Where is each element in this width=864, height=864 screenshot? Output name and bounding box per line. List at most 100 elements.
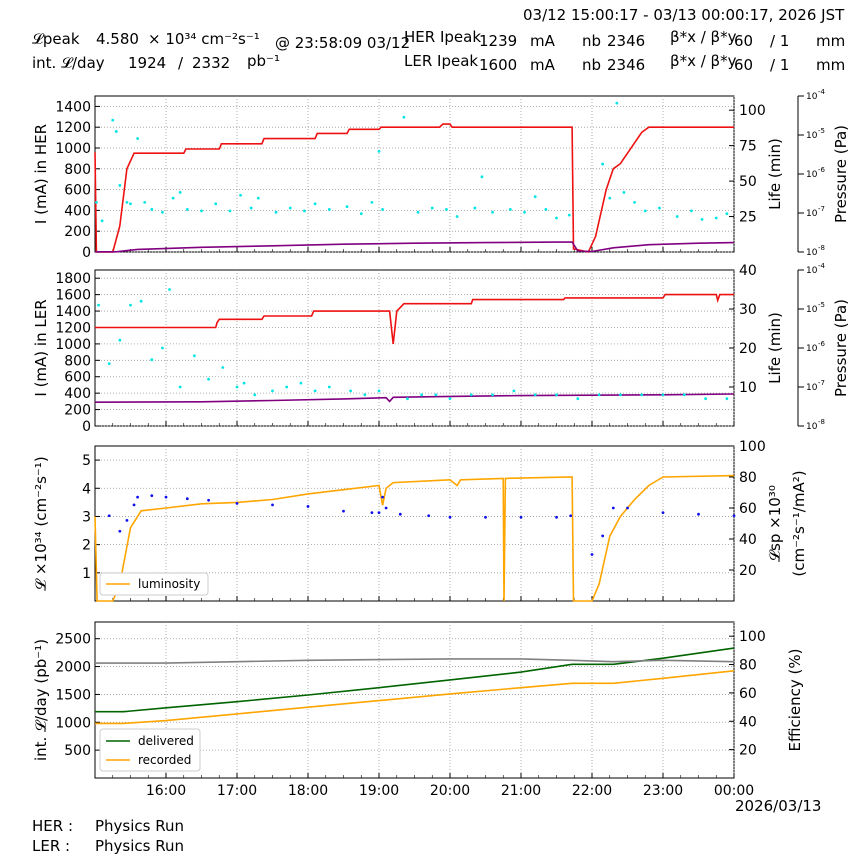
y-axis-label: I (mA) in LER xyxy=(32,299,50,396)
life-point xyxy=(129,303,132,307)
life-point xyxy=(239,193,242,197)
y-tick-label: 500 xyxy=(64,743,91,759)
life-point xyxy=(359,212,363,216)
life-point xyxy=(445,208,448,211)
life-point xyxy=(633,200,636,204)
specific-point xyxy=(601,534,605,538)
specific-point xyxy=(661,511,665,515)
her-nb: 2346 xyxy=(607,32,646,50)
y-right-axis-label-unit: (cm⁻²s⁻¹/mA²) xyxy=(790,470,808,576)
ler-nb-label: nb xyxy=(582,56,602,74)
specific-point xyxy=(611,506,615,510)
specific-point xyxy=(132,503,136,507)
specific-point xyxy=(342,509,345,513)
life-point xyxy=(544,208,548,211)
y-axis-label: int. 𝓛/day (pb⁻¹) xyxy=(32,639,50,761)
life-point xyxy=(178,385,182,389)
x-tick-label: 22:00 xyxy=(572,783,612,799)
specific-point xyxy=(519,515,523,519)
pressure-tick-label: 10 xyxy=(806,248,818,258)
x-tick-label: 20:00 xyxy=(430,783,470,799)
time-range: 03/12 15:00:17 - 03/13 00:00:17, 2026 JS… xyxy=(523,6,845,24)
life-point xyxy=(228,209,232,213)
pressure-tick-exp: -6 xyxy=(818,166,826,174)
y-tick-label: 2500 xyxy=(55,632,91,648)
specific-point xyxy=(136,495,140,499)
life-point xyxy=(271,389,274,393)
peak-lum-time: @ 23:58:09 03/12 xyxy=(275,34,411,52)
y-right-tick-label: 40 xyxy=(739,532,757,548)
life-point xyxy=(491,393,494,397)
life-point xyxy=(118,183,122,187)
specific-point xyxy=(271,503,274,507)
y-right-tick-label: 100 xyxy=(739,103,766,119)
x-tick-label: 19:00 xyxy=(359,783,399,799)
ler-status: Physics Run xyxy=(95,837,185,855)
pressure-tick-label: 10 xyxy=(806,170,818,180)
y-tick-label: 600 xyxy=(64,370,91,386)
life-point xyxy=(349,389,352,393)
life-point xyxy=(363,393,367,397)
y-tick-label: 3 xyxy=(82,509,91,525)
life-point xyxy=(381,208,384,211)
life-point xyxy=(242,381,246,385)
pressure-tick-label: 10 xyxy=(806,131,818,141)
pressure-tick-exp: -7 xyxy=(818,379,825,387)
footer-date: 2026/03/13 xyxy=(735,797,822,815)
y-right-tick-label: 80 xyxy=(739,658,757,674)
pressure-tick-exp: -8 xyxy=(818,418,825,426)
y-right-tick-label: 30 xyxy=(739,302,757,318)
pressure-tick-label: 10 xyxy=(806,209,818,219)
y-axis-label: I (mA) in HER xyxy=(32,124,50,224)
life-point xyxy=(200,209,203,213)
y-tick-label: 1600 xyxy=(55,288,91,304)
life-point xyxy=(622,191,626,194)
life-point xyxy=(150,358,154,362)
life-point xyxy=(253,393,257,397)
life-point xyxy=(274,210,278,214)
specific-point xyxy=(427,514,431,518)
pressure-tick-exp: -4 xyxy=(818,262,826,270)
y-right-axis-label: Life (min) xyxy=(766,312,784,384)
y-axis-label: 𝓛 ×10³⁴ (cm⁻²s⁻¹) xyxy=(32,456,50,590)
life-point xyxy=(615,101,619,105)
ler-beta-label: β*x / β*y xyxy=(670,52,737,70)
specific-point xyxy=(732,514,736,518)
series-recorded-line xyxy=(95,670,735,725)
specific-point xyxy=(118,529,122,533)
her-beta-unit: mm xyxy=(816,32,846,50)
life-point xyxy=(402,115,406,119)
specific-point xyxy=(384,506,388,510)
legend-label-recorded: recorded xyxy=(138,753,191,767)
y-right-axis-label: Life (min) xyxy=(766,138,784,210)
series-pressure-line xyxy=(94,393,735,403)
legend-box xyxy=(99,572,209,596)
life-point xyxy=(640,393,644,397)
x-tick-label: 17:00 xyxy=(217,783,257,799)
life-point xyxy=(416,210,420,214)
y-tick-label: 5 xyxy=(82,453,91,469)
life-point xyxy=(299,381,303,385)
life-point xyxy=(725,212,729,216)
ler-beta-x: 60 xyxy=(734,56,754,74)
specific-point xyxy=(207,498,211,502)
y-right-tick-label: 25 xyxy=(739,210,757,226)
life-point xyxy=(171,196,175,200)
life-point xyxy=(168,288,171,291)
ler-beta-y: / 1 xyxy=(770,56,790,74)
life-point xyxy=(345,205,349,209)
life-point xyxy=(714,216,718,220)
y-tick-label: 400 xyxy=(64,386,91,402)
int-lum-sep: / xyxy=(178,54,184,72)
x-tick-label: 23:00 xyxy=(643,783,683,799)
life-point xyxy=(555,393,558,397)
life-point xyxy=(567,213,571,217)
pressure-tick-label: 10 xyxy=(806,422,818,432)
life-point xyxy=(370,200,374,204)
y-right-axis-label: Efficiency (%) xyxy=(786,649,804,752)
plot-frame-her xyxy=(94,95,735,253)
y-right-tick-label: 40 xyxy=(739,263,757,279)
life-point xyxy=(619,393,622,397)
y-tick-label: 200 xyxy=(64,403,91,419)
y-right-tick-label: 75 xyxy=(739,139,757,155)
